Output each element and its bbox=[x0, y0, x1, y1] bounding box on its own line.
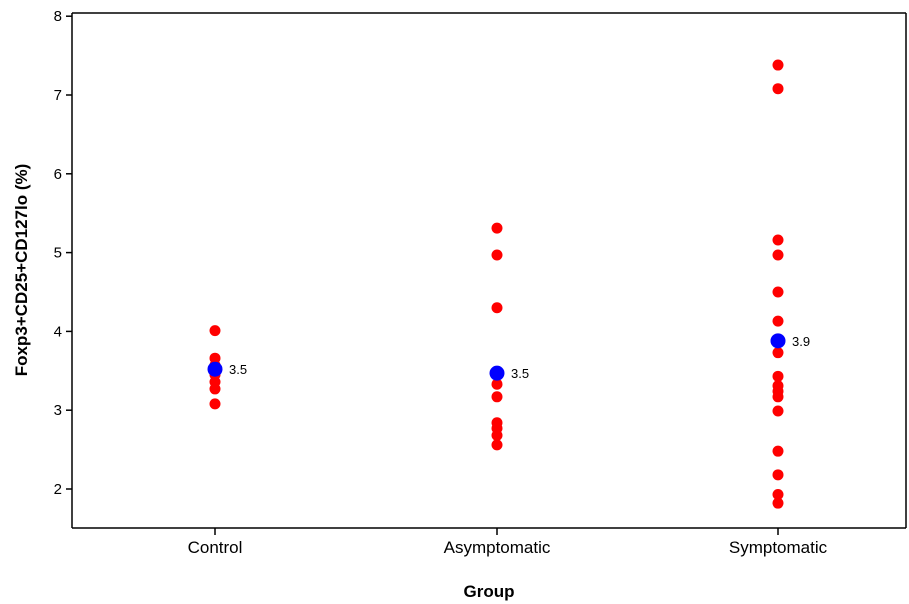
data-point bbox=[772, 391, 784, 403]
y-axis-title: Foxp3+CD25+CD127lo (%) bbox=[12, 164, 31, 377]
data-point bbox=[772, 489, 784, 501]
x-tick-label: Control bbox=[188, 538, 243, 557]
y-tick-label: 2 bbox=[54, 481, 62, 498]
data-point bbox=[491, 222, 503, 234]
data-point bbox=[491, 302, 503, 314]
mean-markers: 3.5 3.5 3.9 bbox=[207, 333, 810, 381]
plot-area bbox=[71, 12, 907, 529]
data-point bbox=[772, 370, 784, 382]
data-point bbox=[491, 429, 503, 441]
y-tick-label: 7 bbox=[54, 87, 62, 104]
x-axis-ticks: Control Asymptomatic Symptomatic bbox=[188, 528, 828, 557]
data-point bbox=[772, 315, 784, 327]
x-tick-label: Asymptomatic bbox=[444, 538, 551, 557]
data-point bbox=[772, 234, 784, 246]
y-tick-label: 4 bbox=[54, 323, 62, 340]
mean-marker bbox=[489, 365, 505, 381]
x-tick-label: Symptomatic bbox=[729, 538, 828, 557]
data-point bbox=[772, 497, 784, 509]
data-point bbox=[772, 347, 784, 359]
data-point bbox=[491, 391, 503, 403]
data-point bbox=[772, 59, 784, 71]
y-tick-label: 6 bbox=[54, 166, 62, 183]
y-tick-label: 5 bbox=[54, 245, 62, 262]
mean-marker bbox=[207, 361, 223, 377]
y-tick-label: 8 bbox=[54, 8, 62, 25]
mean-value-label: 3.5 bbox=[511, 366, 529, 381]
data-point bbox=[772, 469, 784, 481]
y-tick-label: 3 bbox=[54, 402, 62, 419]
data-point bbox=[772, 405, 784, 417]
data-point bbox=[772, 249, 784, 261]
mean-value-label: 3.5 bbox=[229, 362, 247, 377]
mean-marker bbox=[770, 333, 786, 349]
data-points bbox=[209, 59, 784, 509]
x-axis-title: Group bbox=[464, 582, 515, 601]
data-point bbox=[491, 378, 503, 390]
data-point bbox=[209, 398, 221, 410]
data-point bbox=[772, 445, 784, 457]
data-point bbox=[772, 286, 784, 298]
data-point bbox=[491, 439, 503, 451]
data-point bbox=[209, 383, 221, 395]
data-point bbox=[209, 325, 221, 337]
mean-value-label: 3.9 bbox=[792, 334, 810, 349]
data-point bbox=[491, 249, 503, 261]
data-point bbox=[772, 83, 784, 95]
y-axis-ticks: 2 3 4 5 6 7 8 bbox=[54, 8, 72, 498]
